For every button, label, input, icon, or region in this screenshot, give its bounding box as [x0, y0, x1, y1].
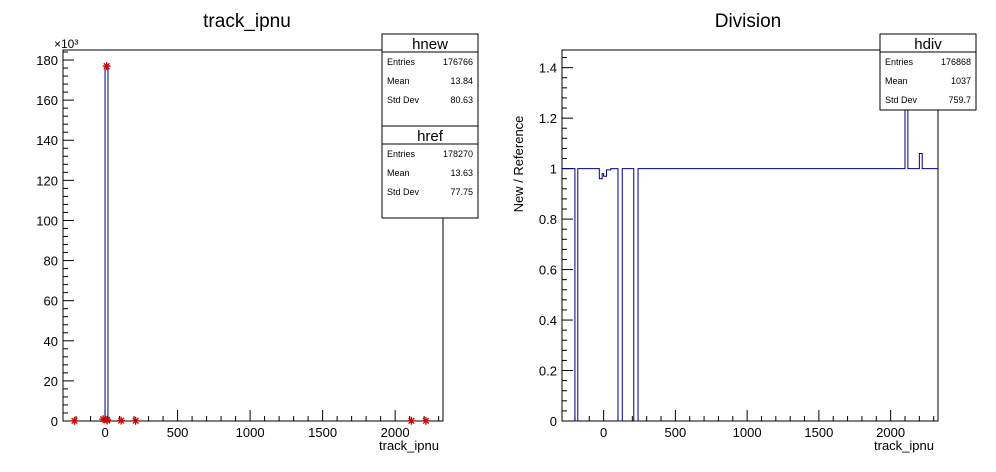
y-tick-label: 1.4 — [539, 61, 557, 76]
x-tick-label: 1500 — [804, 425, 833, 440]
stats-row-label: Entries — [387, 57, 416, 67]
star-stroke — [117, 417, 125, 424]
stats-row-label: Std Dev — [885, 95, 918, 105]
x-axis-label: track_ipnu — [379, 438, 439, 453]
star-marker — [117, 416, 126, 425]
y-tick-label: 60 — [44, 294, 58, 309]
stats-box-frame — [381, 33, 479, 127]
stats-row-value: 759.7 — [948, 95, 971, 105]
y-tick-label: 100 — [36, 213, 58, 228]
star-stroke — [103, 62, 110, 70]
stats-row-label: Mean — [387, 168, 410, 178]
star-stroke — [422, 417, 430, 425]
stats-row-label: Mean — [387, 76, 410, 86]
stats-box-title: hdiv — [914, 36, 942, 53]
y-tick-label: 0 — [550, 414, 557, 429]
stats-row-value: 77.75 — [450, 187, 473, 197]
star-stroke — [408, 417, 415, 425]
chart-title: track_ipnu — [203, 11, 291, 32]
stats-row-value: 176766 — [443, 57, 473, 67]
stats-row-value: 176868 — [941, 57, 971, 67]
x-tick-label: 2000 — [876, 425, 905, 440]
x-tick-label: 1000 — [733, 425, 762, 440]
x-tick-label: 1500 — [308, 425, 337, 440]
stats-box-hnew: hnew Entries 176766 Mean 13.84 Std Dev 80.63 — [381, 33, 479, 127]
stats-row-label: Std Dev — [387, 187, 420, 197]
stats-row-label: Std Dev — [387, 95, 420, 105]
y-tick-label: 0.2 — [539, 364, 557, 379]
stats-row-label: Entries — [387, 149, 416, 159]
x-tick-label: 0 — [600, 425, 607, 440]
stats-box-title: hnew — [412, 36, 448, 53]
y-tick-label: 180 — [36, 53, 58, 68]
y-tick-label: 40 — [44, 334, 58, 349]
y-tick-label: 140 — [36, 133, 58, 148]
stats-row-value: 13.84 — [450, 76, 473, 86]
plot-frame — [62, 49, 444, 422]
x-tick-label: 1000 — [236, 425, 265, 440]
stats-row-value: 13.63 — [450, 168, 473, 178]
y-tick-label: 120 — [36, 173, 58, 188]
y-tick-label: 1 — [550, 162, 557, 177]
x-tick-label: 2000 — [381, 425, 410, 440]
y-tick-label: 0.8 — [539, 212, 557, 227]
stats-box-frame — [879, 33, 977, 111]
ratio-histogram-line — [562, 49, 938, 422]
y-exponent-label: ×10³ — [54, 37, 78, 51]
star-stroke — [132, 417, 139, 425]
star-stroke — [103, 417, 111, 424]
star-marker — [421, 416, 430, 425]
y-tick-label: 0.6 — [539, 263, 557, 278]
x-tick-label: 500 — [665, 425, 687, 440]
chart-title: Division — [715, 11, 782, 32]
y-tick-label: 80 — [44, 254, 58, 269]
stats-row-value: 178270 — [443, 149, 473, 159]
star-marker — [70, 416, 79, 425]
left-panel-track-ipnu: track_ipnu 0 500 1000 1500 2000 0 20 40 60 80 100 12… — [36, 11, 479, 453]
star-marker — [103, 416, 112, 425]
stats-row-value: 80.63 — [450, 95, 473, 105]
histogram-bin — [104, 65, 109, 421]
stats-box-frame — [381, 125, 479, 219]
stats-box-title: href — [417, 128, 444, 145]
plot-frame — [561, 49, 939, 422]
y-tick-label: 0 — [51, 414, 58, 429]
y-tick-label: 1.2 — [539, 111, 557, 126]
x-tick-label: 0 — [101, 425, 108, 440]
star-marker — [102, 62, 111, 71]
stats-row-label: Entries — [885, 57, 914, 67]
stats-row-value: 1037 — [951, 76, 971, 86]
y-axis-label: New / Reference — [511, 116, 526, 213]
x-tick-label: 500 — [167, 425, 189, 440]
star-stroke — [71, 417, 78, 425]
star-marker — [407, 416, 416, 425]
star-marker — [131, 416, 140, 425]
y-tick-label: 20 — [44, 374, 58, 389]
stats-row-label: Mean — [885, 76, 908, 86]
right-panel-division: Division 0 500 1000 1500 2000 0 0.2 0.4 0.6 0.8 1 1.… — [511, 11, 977, 453]
y-tick-label: 0.4 — [539, 313, 557, 328]
y-tick-label: 160 — [36, 93, 58, 108]
x-axis-label: track_ipnu — [874, 438, 934, 453]
